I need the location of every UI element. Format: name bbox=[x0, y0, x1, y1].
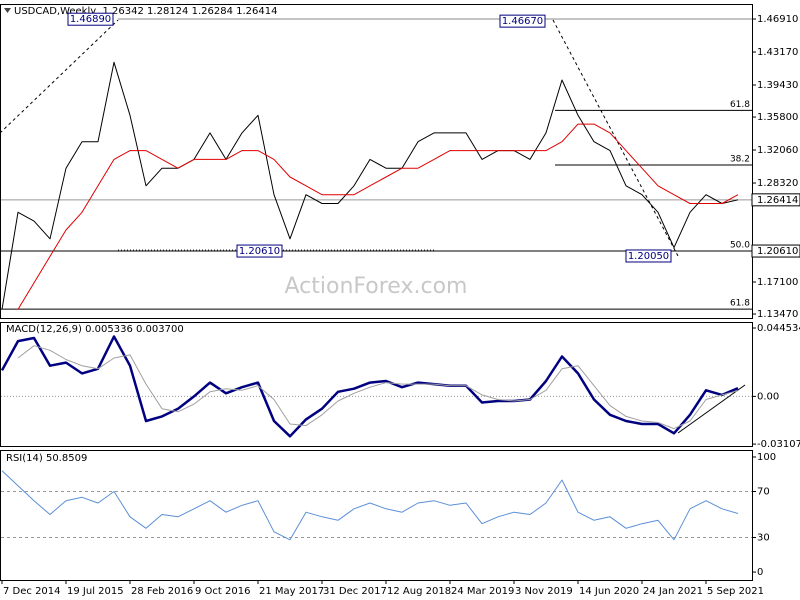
x-tick-label: 5 Sep 2021 bbox=[707, 586, 764, 597]
annotation-box bbox=[67, 12, 114, 26]
y-tick-label: 1.32060 bbox=[757, 145, 798, 156]
annotation-box bbox=[499, 14, 546, 28]
price-box bbox=[751, 193, 800, 207]
price-box bbox=[751, 244, 800, 258]
y-tick-label: -0.031072 bbox=[757, 439, 800, 450]
trendline bbox=[552, 19, 679, 257]
annotation: 1.20610 bbox=[239, 246, 280, 257]
price-panel bbox=[0, 4, 753, 319]
fib-label: 61.8 bbox=[730, 299, 750, 309]
fib-label: 61.8 bbox=[730, 100, 750, 110]
fib-label: 50.0 bbox=[730, 241, 750, 251]
annotation-box bbox=[236, 244, 283, 258]
rsi-title: RSI(14) 50.8509 bbox=[6, 453, 87, 464]
x-tick-label: 31 Dec 2017 bbox=[323, 586, 387, 597]
y-tick-label: 70 bbox=[757, 487, 770, 498]
y-tick-label: 1.13470 bbox=[757, 309, 798, 320]
series-line bbox=[17, 123, 739, 310]
x-tick-label: 9 Oct 2016 bbox=[195, 586, 250, 597]
y-tick-label: 0.044534 bbox=[757, 323, 800, 334]
series-line bbox=[17, 345, 739, 430]
y-tick-label: 1.43170 bbox=[757, 47, 798, 58]
macd-title: MACD(12,26,9) 0.005336 0.003700 bbox=[6, 324, 184, 335]
chart-title: USDCAD,Weekly 1.26342 1.28124 1.26284 1.… bbox=[14, 6, 277, 17]
x-tick-label: 24 Mar 2019 bbox=[451, 586, 514, 597]
support-label: 1.20610 bbox=[757, 246, 798, 257]
macd-panel bbox=[0, 322, 753, 447]
x-tick-label: 24 Jan 2021 bbox=[643, 586, 703, 597]
x-tick-label: 21 May 2017 bbox=[259, 586, 324, 597]
watermark: ActionForex.com bbox=[285, 274, 468, 299]
annotation: 1.46670 bbox=[502, 16, 543, 27]
x-tick-label: 7 Dec 2014 bbox=[3, 586, 61, 597]
x-tick-label: 14 Jun 2020 bbox=[579, 586, 639, 597]
x-tick-label: 28 Feb 2016 bbox=[131, 586, 193, 597]
annotation-box bbox=[625, 249, 672, 263]
annotation: 1.46890 bbox=[70, 14, 111, 25]
y-tick-label: 30 bbox=[757, 533, 770, 544]
y-tick-label: 1.46910 bbox=[757, 14, 798, 25]
y-tick-label: 0 bbox=[757, 567, 763, 578]
y-tick-label: 0.00 bbox=[757, 391, 779, 402]
y-tick-label: 1.39430 bbox=[757, 80, 798, 91]
x-tick-label: 3 Nov 2019 bbox=[515, 586, 573, 597]
x-tick-label: 19 Jul 2015 bbox=[67, 586, 124, 597]
y-tick-label: 1.17100 bbox=[757, 277, 798, 288]
y-tick-label: 1.35800 bbox=[757, 112, 798, 123]
macd-trendline bbox=[677, 384, 746, 434]
icon bbox=[4, 8, 11, 13]
series-line bbox=[1, 61, 739, 310]
fib-label: 38.2 bbox=[730, 155, 750, 165]
y-tick-label: 1.28320 bbox=[757, 178, 798, 189]
y-tick-label: 100 bbox=[757, 452, 776, 463]
series-line bbox=[1, 470, 739, 541]
rsi-panel bbox=[0, 450, 753, 581]
annotation: 1.20050 bbox=[628, 251, 669, 262]
current-price-label: 1.26414 bbox=[757, 195, 798, 206]
x-tick-label: 12 Aug 2018 bbox=[387, 586, 451, 597]
